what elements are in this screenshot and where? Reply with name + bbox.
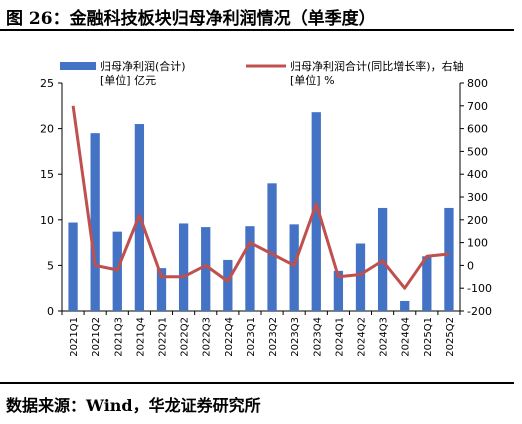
x-tick-label: 2022Q3 — [202, 317, 213, 357]
x-tick-label: 2022Q1 — [158, 317, 169, 357]
bar — [333, 270, 344, 311]
x-tick-label: 2023Q1 — [246, 317, 257, 357]
x-tick-label: 2024Q1 — [334, 317, 345, 357]
right-tick-label: 400 — [467, 168, 488, 181]
legend-line-unit: [单位] % — [290, 73, 335, 87]
legend: 归母净利润(合计) [单位] 亿元 归母净利润合计(同比增长率)，右轴 [单位]… — [60, 59, 464, 87]
right-tick-label: 0 — [467, 259, 474, 272]
bar — [90, 133, 100, 311]
right-tick-label: 300 — [467, 191, 488, 204]
bar — [245, 226, 255, 311]
growth-line — [71, 105, 450, 290]
left-tick-label: 20 — [40, 123, 54, 136]
x-tick-label: 2025Q1 — [423, 317, 434, 357]
x-tick-label: 2021Q2 — [91, 317, 102, 357]
bar — [178, 223, 189, 311]
x-tick-label: 2024Q2 — [357, 317, 368, 357]
plot-area: 0 5 10 15 20 25 -200 -100 0 100 200 300 400 500 600 700… — [40, 77, 492, 357]
legend-line-label: 归母净利润合计(同比增长率)，右轴 — [290, 59, 464, 73]
right-tick-label: 200 — [467, 214, 488, 227]
right-tick-label: 100 — [467, 237, 488, 250]
bar — [400, 300, 410, 311]
x-tick-label: 2023Q3 — [290, 317, 301, 357]
bar — [355, 243, 366, 311]
legend-bar-swatch — [60, 62, 96, 70]
x-tick-label: 2023Q4 — [312, 317, 323, 357]
chart: 归母净利润(合计) [单位] 亿元 归母净利润合计(同比增长率)，右轴 [单位]… — [40, 59, 492, 357]
bar — [201, 227, 211, 311]
right-tick-label: 500 — [467, 145, 488, 158]
bar — [444, 207, 454, 311]
x-tick-label: 2021Q3 — [113, 317, 124, 357]
bar — [289, 224, 299, 311]
left-tick-label: 10 — [40, 214, 54, 227]
source-rule — [0, 382, 514, 384]
bar — [68, 222, 78, 311]
x-tick-label: 2023Q2 — [268, 317, 279, 357]
x-tick-label: 2025Q2 — [445, 317, 456, 357]
x-tick-label: 2024Q4 — [401, 317, 412, 357]
right-tick-label: -100 — [467, 282, 492, 295]
x-tick-label: 2022Q4 — [224, 317, 235, 357]
title-rule — [0, 29, 514, 31]
right-tick-label: 600 — [467, 123, 488, 136]
bar — [311, 112, 321, 312]
left-tick-label: 15 — [40, 168, 54, 181]
left-tick-label: 0 — [47, 305, 54, 318]
right-tick-label: -200 — [467, 305, 492, 318]
left-tick-label: 25 — [40, 77, 54, 90]
left-tick-label: 5 — [47, 259, 54, 272]
legend-bar-unit: [单位] 亿元 — [100, 73, 156, 87]
bar — [223, 259, 233, 311]
x-tick-label: 2021Q1 — [69, 317, 80, 357]
right-tick-label: 700 — [467, 100, 488, 113]
chart-title: 图 26：金融科技板块归母净利润情况（单季度） — [6, 9, 376, 29]
x-tick-label: 2021Q4 — [135, 317, 146, 357]
legend-bar-label: 归母净利润(合计) — [100, 59, 186, 73]
right-tick-label: 800 — [467, 77, 488, 90]
x-tick-label: 2022Q2 — [180, 317, 191, 357]
bar — [267, 183, 277, 311]
source-note: 数据来源：Wind，华龙证券研究所 — [6, 396, 261, 415]
bar — [422, 256, 432, 311]
bar — [156, 268, 167, 311]
x-tick-label: 2024Q3 — [379, 317, 390, 357]
